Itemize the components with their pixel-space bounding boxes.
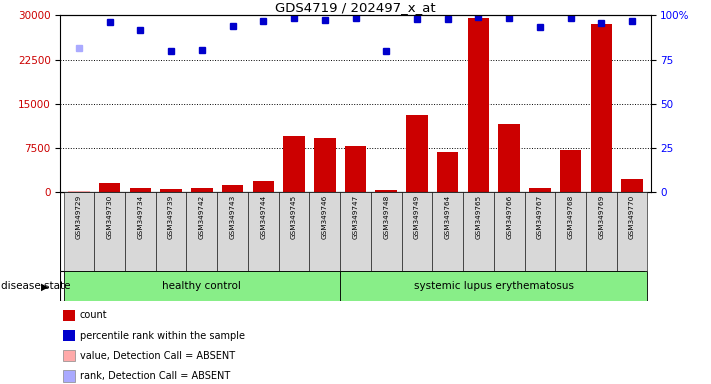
Bar [616, 192, 648, 271]
Text: healthy control: healthy control [162, 281, 241, 291]
Text: GSM349770: GSM349770 [629, 194, 635, 238]
Text: GSM349730: GSM349730 [107, 194, 112, 238]
Bar [437, 152, 459, 192]
Bar [402, 192, 432, 271]
Bar [160, 189, 182, 192]
Text: value, Detection Call = ABSENT: value, Detection Call = ABSENT [80, 351, 235, 361]
Bar [252, 181, 274, 192]
Text: percentile rank within the sample: percentile rank within the sample [80, 331, 245, 341]
Text: GSM349769: GSM349769 [599, 194, 604, 238]
Bar [560, 150, 582, 192]
Bar [340, 192, 371, 271]
Bar [494, 192, 525, 271]
Bar [314, 138, 336, 192]
Bar [279, 192, 309, 271]
Bar [309, 192, 340, 271]
Bar [222, 185, 243, 192]
Bar [432, 192, 463, 271]
Bar [95, 192, 125, 271]
Text: GSM349766: GSM349766 [506, 194, 512, 238]
Bar [345, 146, 366, 192]
Bar [340, 271, 648, 301]
Bar [468, 18, 489, 192]
Bar [248, 192, 279, 271]
Bar [156, 192, 186, 271]
Bar [591, 24, 612, 192]
Bar [68, 191, 90, 192]
Bar [371, 192, 402, 271]
Text: GSM349742: GSM349742 [199, 194, 205, 238]
Bar [283, 136, 305, 192]
Bar [99, 183, 120, 192]
Text: GSM349744: GSM349744 [260, 194, 267, 238]
Bar [63, 350, 75, 361]
Text: GSM349745: GSM349745 [291, 194, 297, 238]
Bar [63, 330, 75, 341]
Bar [63, 271, 340, 301]
Text: GSM349747: GSM349747 [353, 194, 358, 238]
Bar [406, 116, 428, 192]
Text: GSM349767: GSM349767 [537, 194, 543, 238]
Bar [498, 124, 520, 192]
Text: disease state: disease state [1, 281, 71, 291]
Text: GSM349743: GSM349743 [230, 194, 235, 238]
Bar [217, 192, 248, 271]
Text: GSM349746: GSM349746 [322, 194, 328, 238]
Bar [191, 189, 213, 192]
Bar [463, 192, 494, 271]
Bar [525, 192, 555, 271]
Bar [586, 192, 616, 271]
Text: GSM349734: GSM349734 [137, 194, 144, 238]
Text: GSM349729: GSM349729 [76, 194, 82, 238]
Text: GSM349749: GSM349749 [414, 194, 420, 238]
Bar [186, 192, 217, 271]
Text: count: count [80, 310, 107, 321]
Bar [129, 188, 151, 192]
Bar [529, 188, 551, 192]
Bar [621, 179, 643, 192]
Bar [555, 192, 586, 271]
Text: GSM349748: GSM349748 [383, 194, 389, 238]
Title: GDS4719 / 202497_x_at: GDS4719 / 202497_x_at [275, 1, 436, 14]
Text: rank, Detection Call = ABSENT: rank, Detection Call = ABSENT [80, 371, 230, 381]
Bar [63, 370, 75, 382]
Text: GSM349765: GSM349765 [476, 194, 481, 238]
Text: ▶: ▶ [41, 282, 48, 292]
Bar [63, 310, 75, 321]
Bar [375, 190, 397, 192]
Text: GSM349768: GSM349768 [567, 194, 574, 238]
Text: systemic lupus erythematosus: systemic lupus erythematosus [414, 281, 574, 291]
Text: GSM349764: GSM349764 [444, 194, 451, 238]
Bar [125, 192, 156, 271]
Text: GSM349739: GSM349739 [168, 194, 174, 238]
Bar [63, 192, 95, 271]
